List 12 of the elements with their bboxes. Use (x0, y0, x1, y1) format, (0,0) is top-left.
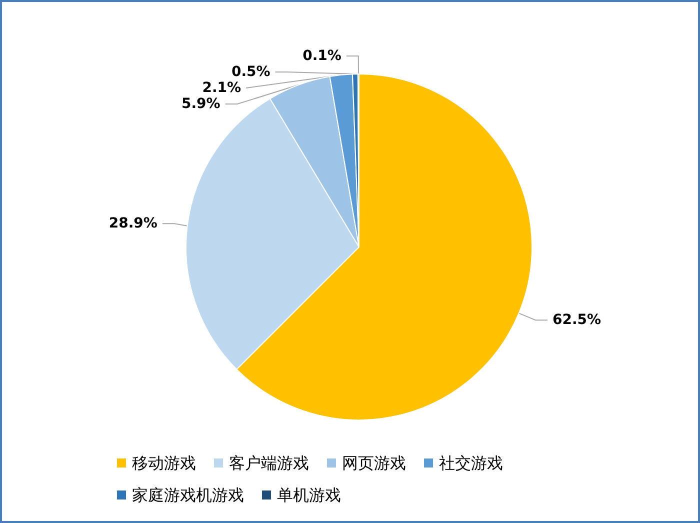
legend-label: 家庭游戏机游戏 (132, 486, 244, 504)
legend-label: 客户端游戏 (229, 454, 309, 472)
data-label: 2.1% (202, 80, 242, 96)
data-label: 0.5% (231, 64, 270, 80)
data-label: 0.1% (302, 48, 342, 64)
legend-label: 移动游戏 (132, 454, 196, 472)
data-label: 62.5% (552, 312, 602, 328)
legend-label: 网页游戏 (342, 454, 406, 472)
data-label: 28.9% (108, 216, 158, 232)
legend-label: 单机游戏 (277, 486, 341, 504)
data-label: 5.9% (181, 96, 220, 112)
legend-label: 社交游戏 (439, 454, 503, 472)
